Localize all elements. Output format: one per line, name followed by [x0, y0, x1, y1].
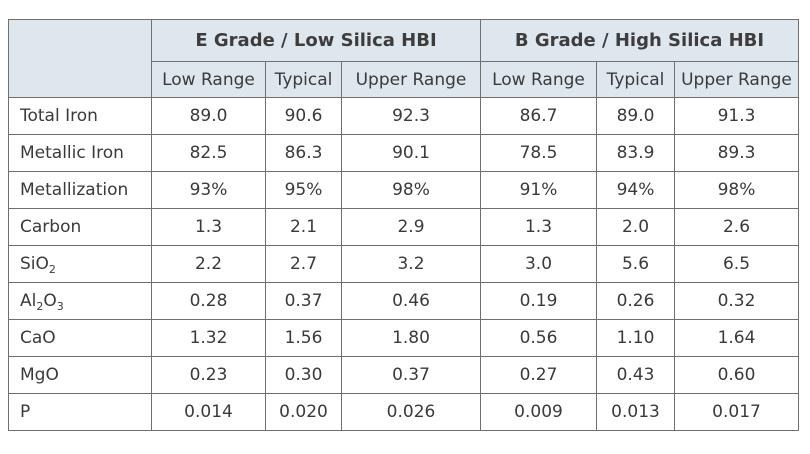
column-header: Low Range	[480, 61, 597, 98]
table-row: Al2O3 0.28 0.37 0.46 0.19 0.26 0.32	[8, 282, 799, 320]
table-cell: 2.7	[265, 245, 342, 283]
table-cell: 0.26	[596, 282, 675, 320]
table-cell: 2.1	[265, 208, 342, 246]
table-cell: 89.3	[674, 134, 799, 172]
table-cell: 0.37	[265, 282, 342, 320]
table-cell: 3.2	[341, 245, 481, 283]
group-header-b-grade: B Grade / High Silica HBI	[480, 19, 799, 62]
table-row: MgO 0.23 0.30 0.37 0.27 0.43 0.60	[8, 356, 799, 394]
table-cell: 89.0	[151, 97, 266, 135]
table-cell: 86.7	[480, 97, 597, 135]
table-cell: 0.19	[480, 282, 597, 320]
table-cell: 0.37	[341, 356, 481, 394]
row-label-text: Al	[20, 291, 37, 311]
table-cell: 94%	[596, 171, 675, 209]
row-label-text: SiO	[20, 254, 49, 274]
table-cell: 82.5	[151, 134, 266, 172]
row-label: MgO	[8, 356, 152, 394]
row-label-text: O	[43, 291, 57, 311]
table-cell: 90.6	[265, 97, 342, 135]
column-header: Upper Range	[674, 61, 799, 98]
table-cell: 2.9	[341, 208, 481, 246]
column-header: Low Range	[151, 61, 266, 98]
table-cell: 1.10	[596, 319, 675, 357]
table-row: P 0.014 0.020 0.026 0.009 0.013 0.017	[8, 393, 799, 431]
table-cell: 1.56	[265, 319, 342, 357]
table-cell: 98%	[674, 171, 799, 209]
row-label: Metallization	[8, 171, 152, 209]
group-header-e-grade: E Grade / Low Silica HBI	[151, 19, 481, 62]
row-label: CaO	[8, 319, 152, 357]
table-row: Total Iron 89.0 90.6 92.3 86.7 89.0 91.3	[8, 97, 799, 135]
table-row: CaO 1.32 1.56 1.80 0.56 1.10 1.64	[8, 319, 799, 357]
table-cell: 1.64	[674, 319, 799, 357]
table-cell: 90.1	[341, 134, 481, 172]
table-cell: 91%	[480, 171, 597, 209]
subscript: 3	[56, 300, 64, 313]
table-cell: 0.017	[674, 393, 799, 431]
table-cell: 0.43	[596, 356, 675, 394]
column-header: Typical	[596, 61, 675, 98]
row-label: Metallic Iron	[8, 134, 152, 172]
table-cell: 1.3	[480, 208, 597, 246]
hbi-spec-table-container: E Grade / Low Silica HBI B Grade / High …	[8, 19, 799, 431]
table-cell: 1.80	[341, 319, 481, 357]
table-cell: 0.56	[480, 319, 597, 357]
table-cell: 83.9	[596, 134, 675, 172]
table-cell: 0.30	[265, 356, 342, 394]
row-label: Total Iron	[8, 97, 152, 135]
table-cell: 86.3	[265, 134, 342, 172]
row-label: Carbon	[8, 208, 152, 246]
subscript: 2	[36, 300, 44, 313]
table-cell: 0.014	[151, 393, 266, 431]
table-cell: 5.6	[596, 245, 675, 283]
table-cell: 6.5	[674, 245, 799, 283]
table-cell: 0.020	[265, 393, 342, 431]
table-cell: 0.32	[674, 282, 799, 320]
table-cell: 89.0	[596, 97, 675, 135]
table-cell: 0.27	[480, 356, 597, 394]
column-header-row: Low Range Typical Upper Range Low Range …	[9, 61, 799, 98]
row-label-al2o3: Al2O3	[8, 282, 152, 320]
group-header-row: E Grade / Low Silica HBI B Grade / High …	[8, 19, 799, 98]
table-cell: 1.3	[151, 208, 266, 246]
table-cell: 91.3	[674, 97, 799, 135]
table-cell: 0.23	[151, 356, 266, 394]
table-cell: 0.60	[674, 356, 799, 394]
table-row: Metallization 93% 95% 98% 91% 94% 98%	[8, 171, 799, 209]
table-cell: 98%	[341, 171, 481, 209]
table-cell: 0.28	[151, 282, 266, 320]
table-cell: 78.5	[480, 134, 597, 172]
table-cell: 2.6	[674, 208, 799, 246]
table-row: Carbon 1.3 2.1 2.9 1.3 2.0 2.6	[8, 208, 799, 246]
row-label-sio2: SiO2	[8, 245, 152, 283]
table-cell: 0.009	[480, 393, 597, 431]
table-cell: 2.0	[596, 208, 675, 246]
hbi-spec-table: E Grade / Low Silica HBI B Grade / High …	[8, 19, 799, 431]
table-cell: 0.46	[341, 282, 481, 320]
corner-cell	[8, 19, 152, 98]
table-cell: 0.026	[341, 393, 481, 431]
table-row: Metallic Iron 82.5 86.3 90.1 78.5 83.9 8…	[8, 134, 799, 172]
table-cell: 1.32	[151, 319, 266, 357]
column-header: Upper Range	[341, 61, 481, 98]
subscript: 2	[48, 263, 56, 276]
table-cell: 2.2	[151, 245, 266, 283]
table-cell: 92.3	[341, 97, 481, 135]
table-row: SiO2 2.2 2.7 3.2 3.0 5.6 6.5	[8, 245, 799, 283]
column-header: Typical	[265, 61, 342, 98]
row-label: P	[8, 393, 152, 431]
table-cell: 0.013	[596, 393, 675, 431]
table-cell: 3.0	[480, 245, 597, 283]
table-cell: 93%	[151, 171, 266, 209]
table-cell: 95%	[265, 171, 342, 209]
